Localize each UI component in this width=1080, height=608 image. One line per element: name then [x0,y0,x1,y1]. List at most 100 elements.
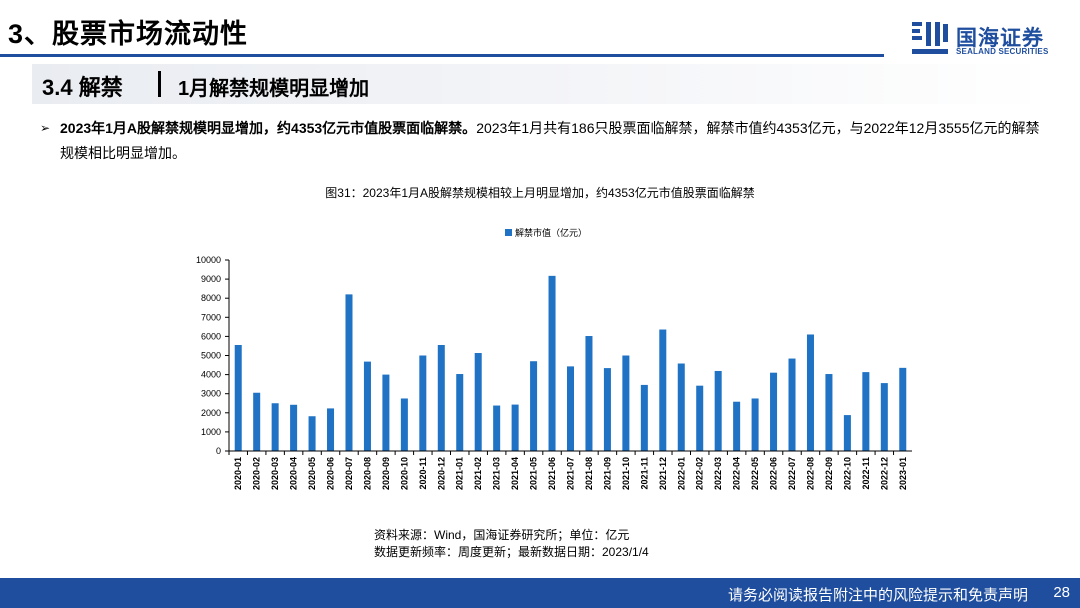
page-title: 3、股票市场流动性 [8,19,249,49]
bar [400,398,408,451]
bar [751,398,759,451]
bar [862,372,870,451]
x-tick-label: 2022-01 [676,457,686,490]
bar [640,384,648,451]
y-tick-label: 3000 [201,389,221,399]
bar [530,361,538,451]
bar [622,355,630,451]
figure-title: 图31：2023年1月A股解禁规模相较上月明显增加，约4353亿元市值股票面临解… [325,186,755,200]
x-tick-label: 2022-02 [695,457,705,490]
bullet-normal-text: 2023年1月共有186只股票面临解禁，解禁市值约4353亿元，与2022年12… [60,120,1040,161]
bar [696,385,704,451]
y-tick-label: 4000 [201,370,221,380]
x-tick-label: 2021-12 [658,457,668,490]
bar [437,344,445,451]
logo-chinese-name: 国海证券 [956,27,1044,50]
x-tick-label: 2022-05 [750,457,760,490]
header-rule [0,54,884,57]
bar [566,366,575,451]
x-tick-label: 2020-12 [436,457,446,490]
y-tick-label: 10000 [196,255,221,265]
x-tick-label: 2023-01 [898,457,908,490]
x-tick-label: 2020-08 [362,457,372,490]
bar [825,374,833,451]
brand-logo: 国海证券 SEALAND SECURITIES [910,20,1070,60]
bullet-arrow-icon: ➢ [40,121,51,135]
x-axis: 2020-01 2020-02 2020-03 2020-04 2020-05 2020-… [228,450,912,490]
x-tick-label: 2020-07 [344,457,354,490]
section-banner [32,64,1048,104]
bar [474,353,482,451]
x-tick-label: 2020-10 [399,457,409,490]
x-tick-label: 2020-05 [307,457,317,490]
x-tick-label: 2022-12 [879,457,889,490]
bar [899,367,907,451]
x-tick-label: 2021-04 [510,457,520,490]
bar [382,374,390,451]
legend-swatch [505,229,512,236]
x-tick-label: 2021-09 [602,457,612,490]
x-tick-label: 2020-09 [381,457,391,490]
bullet-text: 2023年1月A股解禁规模明显增加，约4353亿元市值股票面临解禁。2023年1… [40,116,1050,166]
chart-legend: 解禁市值（亿元） [505,227,587,239]
y-tick-label: 8000 [201,293,221,303]
section-subtitle: 1月解禁规模明显增加 [178,78,370,100]
x-tick-label: 2022-08 [805,457,815,490]
bar [363,361,371,451]
x-tick-label: 2021-01 [455,457,465,490]
figure-notes: 资料来源：Wind，国海证券研究所；单位：亿元 数据更新频率：周度更新；最新数据… [374,527,649,561]
bar [327,408,335,451]
bar [714,370,722,451]
bullet-paragraph: ➢ 2023年1月A股解禁规模明显增加，约4353亿元市值股票面临解禁。2023… [40,116,1050,166]
source-note: 资料来源：Wind，国海证券研究所；单位：亿元 [374,528,630,542]
x-tick-label: 2020-06 [326,457,336,490]
bar [806,334,814,451]
x-tick-label: 2021-10 [621,457,631,490]
x-tick-label: 2020-03 [270,457,280,490]
x-tick-label: 2021-08 [584,457,594,490]
logo-english-name: SEALAND SECURITIES [956,47,1049,56]
section-separator [158,71,161,97]
x-tick-label: 2020-02 [252,457,262,490]
x-tick-label: 2021-03 [492,457,502,490]
sealand-logo-icon [912,22,948,54]
x-tick-label: 2020-01 [233,457,243,490]
y-tick-label: 7000 [201,312,221,322]
x-tick-label: 2021-11 [639,457,649,490]
bar [603,368,611,451]
bar [234,344,242,451]
bar [677,363,685,451]
legend-label: 解禁市值（亿元） [515,227,587,239]
bar [271,403,279,451]
x-tick-label: 2021-06 [547,457,557,490]
update-note: 数据更新频率：周度更新；最新数据日期：2023/1/4 [374,545,649,559]
x-tick-label: 2021-02 [473,457,483,490]
bar [585,336,593,451]
x-tick-label: 2022-07 [787,457,797,490]
x-tick-label: 2022-10 [842,457,852,490]
x-tick-label: 2020-04 [289,457,299,490]
bar [253,392,261,451]
x-tick-label: 2022-03 [713,457,723,490]
y-tick-label: 0 [216,446,221,456]
bar [733,401,741,451]
bullet-bold-text: 2023年1月A股解禁规模明显增加，约4353亿元市值股票面临解禁。 [60,120,477,136]
bar [880,383,888,451]
bar [345,294,353,451]
x-tick-label: 2022-11 [861,457,871,490]
bar-series [234,275,907,451]
bar [493,405,501,451]
y-tick-label: 2000 [201,408,221,418]
y-tick-label: 9000 [201,274,221,284]
bar [659,329,667,451]
bar [788,358,796,451]
y-tick-label: 5000 [201,351,221,361]
section-number: 3.4 解禁 [42,75,123,100]
bar [308,416,316,451]
y-axis: 0 1000 2000 3000 4000 5000 6000 7000 8000 9000 100… [196,255,230,456]
y-tick-label: 6000 [201,331,221,341]
y-tick-label: 1000 [201,427,221,437]
x-tick-label: 2022-04 [732,457,742,490]
bar [419,355,427,451]
bar [290,404,298,451]
